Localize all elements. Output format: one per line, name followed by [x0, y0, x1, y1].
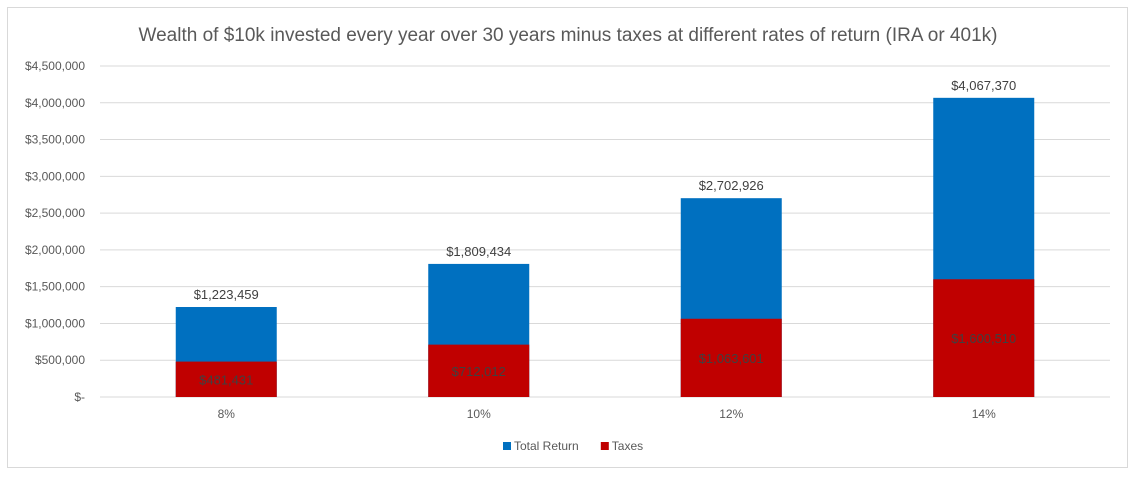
x-tick-label: 10% — [467, 407, 491, 421]
data-label-taxes: $481,431 — [199, 372, 253, 387]
x-tick-label: 14% — [972, 407, 996, 421]
legend-swatch — [503, 442, 511, 450]
data-label-total-return: $2,702,926 — [699, 178, 764, 193]
y-tick-label: $500,000 — [35, 353, 85, 367]
y-tick-label: $3,000,000 — [25, 169, 85, 183]
data-label-taxes: $1,063,601 — [699, 351, 764, 366]
data-label-total-return: $1,809,434 — [446, 244, 511, 259]
x-tick-label: 8% — [218, 407, 236, 421]
y-tick-label: $1,000,000 — [25, 316, 85, 330]
y-tick-label: $1,500,000 — [25, 280, 85, 294]
legend-label: Taxes — [612, 439, 643, 453]
data-label-total-return: $1,223,459 — [194, 287, 259, 302]
y-tick-label: $2,000,000 — [25, 243, 85, 257]
y-tick-label: $4,500,000 — [25, 59, 85, 73]
chart-title: Wealth of $10k invested every year over … — [139, 25, 998, 46]
bar-taxes — [175, 361, 277, 397]
data-label-taxes: $1,600,510 — [951, 331, 1016, 346]
bar-taxes — [428, 344, 530, 397]
y-tick-label: $- — [74, 390, 85, 404]
bar-taxes — [680, 318, 782, 397]
data-label-taxes: $712,012 — [452, 364, 506, 379]
x-tick-label: 12% — [719, 407, 743, 421]
legend-label: Total Return — [514, 439, 579, 453]
y-tick-label: $3,500,000 — [25, 133, 85, 147]
y-tick-label: $2,500,000 — [25, 206, 85, 220]
legend-swatch — [600, 442, 609, 450]
bar-taxes — [933, 279, 1035, 397]
y-tick-label: $4,000,000 — [25, 96, 85, 110]
data-label-total-return: $4,067,370 — [951, 78, 1016, 93]
